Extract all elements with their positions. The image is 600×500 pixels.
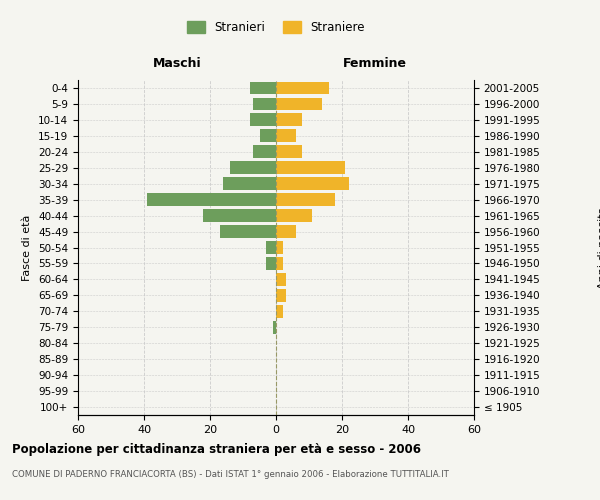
- Bar: [276, 289, 286, 302]
- Bar: [266, 257, 276, 270]
- Legend: Stranieri, Straniere: Stranieri, Straniere: [182, 16, 370, 38]
- Bar: [276, 209, 313, 222]
- Bar: [266, 241, 276, 254]
- Y-axis label: Fasce di età: Fasce di età: [22, 214, 32, 280]
- Text: Popolazione per cittadinanza straniera per età e sesso - 2006: Popolazione per cittadinanza straniera p…: [12, 442, 421, 456]
- Bar: [276, 241, 283, 254]
- Bar: [276, 82, 329, 94]
- Bar: [253, 98, 276, 110]
- Text: Femmine: Femmine: [343, 57, 407, 70]
- Bar: [276, 114, 302, 126]
- Bar: [276, 305, 283, 318]
- Bar: [260, 130, 276, 142]
- Bar: [250, 82, 276, 94]
- Bar: [272, 321, 276, 334]
- Text: COMUNE DI PADERNO FRANCIACORTA (BS) - Dati ISTAT 1° gennaio 2006 - Elaborazione : COMUNE DI PADERNO FRANCIACORTA (BS) - Da…: [12, 470, 449, 479]
- Bar: [253, 146, 276, 158]
- Bar: [148, 194, 276, 206]
- Bar: [230, 162, 276, 174]
- Bar: [276, 162, 346, 174]
- Bar: [276, 146, 302, 158]
- Bar: [276, 178, 349, 190]
- Y-axis label: Anni di nascita: Anni di nascita: [598, 206, 600, 289]
- Bar: [220, 225, 276, 238]
- Bar: [250, 114, 276, 126]
- Bar: [203, 209, 276, 222]
- Text: Maschi: Maschi: [152, 57, 202, 70]
- Bar: [276, 225, 296, 238]
- Bar: [223, 178, 276, 190]
- Bar: [276, 257, 283, 270]
- Bar: [276, 194, 335, 206]
- Bar: [276, 273, 286, 286]
- Bar: [276, 130, 296, 142]
- Bar: [276, 98, 322, 110]
